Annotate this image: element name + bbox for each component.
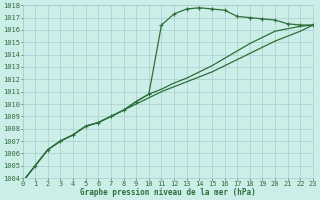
X-axis label: Graphe pression niveau de la mer (hPa): Graphe pression niveau de la mer (hPa): [80, 188, 256, 197]
